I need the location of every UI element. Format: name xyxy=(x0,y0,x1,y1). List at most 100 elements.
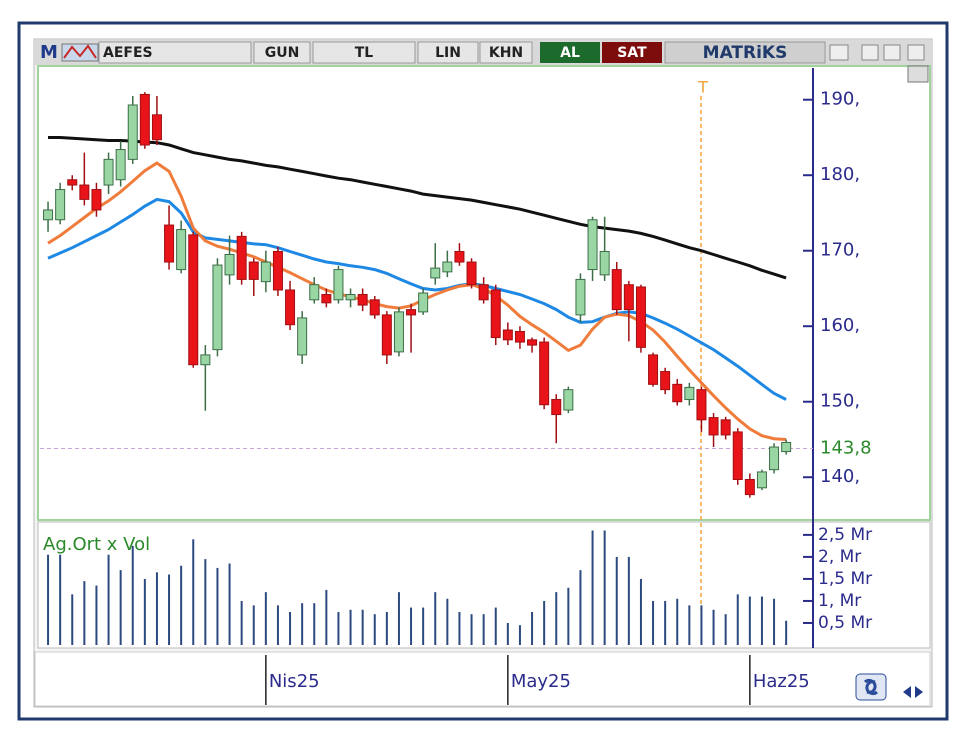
candle-body xyxy=(224,253,235,276)
volume-bar xyxy=(591,530,594,645)
candle-body xyxy=(345,294,356,301)
candle-body xyxy=(648,354,659,385)
candle-body xyxy=(454,250,465,263)
candle-body xyxy=(599,250,610,276)
volume-bar xyxy=(748,596,751,645)
volume-bar xyxy=(458,611,461,645)
volume-bar xyxy=(494,607,497,645)
candle-body xyxy=(744,478,755,496)
volume-tick-label: 2, Mr xyxy=(818,547,861,567)
refresh-button[interactable] xyxy=(855,673,887,701)
candle-body xyxy=(357,294,368,306)
mode: KHN xyxy=(489,45,523,61)
candle-body xyxy=(430,267,441,279)
candle-body xyxy=(164,224,175,263)
candle-body xyxy=(575,278,586,316)
candle-body xyxy=(635,286,646,348)
volume-bar xyxy=(736,594,739,645)
candle-body xyxy=(212,264,223,351)
volume-tick-label: 0,5 Mr xyxy=(818,613,872,633)
moving-average xyxy=(48,136,787,280)
sell-button[interactable] xyxy=(602,42,662,63)
volume-bar xyxy=(240,600,243,645)
candle-body xyxy=(200,354,211,366)
candle-body xyxy=(756,471,767,489)
scroll-arrows[interactable] xyxy=(903,686,923,698)
volume-bar xyxy=(228,563,231,645)
volume-label: Ag.Ort x Vol xyxy=(43,534,150,555)
volume-bar xyxy=(543,600,546,645)
candle-body xyxy=(309,284,320,301)
candle-body xyxy=(55,189,66,221)
candle-body xyxy=(732,431,743,480)
candle-body xyxy=(551,398,562,416)
volume-bar xyxy=(518,625,521,645)
candle-body xyxy=(127,104,138,160)
candle-body xyxy=(684,386,695,400)
x-tick-label: May25 xyxy=(511,671,571,692)
candle-body xyxy=(43,209,54,221)
candle-body xyxy=(115,149,126,181)
candle-body xyxy=(478,284,489,301)
currency-box[interactable] xyxy=(312,41,416,64)
volume-bar xyxy=(59,554,62,645)
candle-body xyxy=(563,389,574,411)
marker-label: T xyxy=(697,78,708,97)
volume-bar xyxy=(168,574,171,645)
candle-body xyxy=(260,261,271,283)
volume-bar xyxy=(688,605,691,645)
symbol: AEFES xyxy=(103,45,153,61)
candle-body xyxy=(623,284,634,311)
candle-body xyxy=(248,261,259,280)
volume-bar xyxy=(615,556,618,645)
candle-body xyxy=(781,441,792,453)
volume-bar xyxy=(506,622,509,645)
maximize-button[interactable] xyxy=(883,44,901,61)
volume-bar xyxy=(676,598,679,645)
icon-line xyxy=(63,44,97,59)
candle-body xyxy=(272,250,283,291)
volume-bar xyxy=(47,554,50,645)
buy-button[interactable] xyxy=(540,42,600,63)
volume-bar xyxy=(397,592,400,645)
candle-body xyxy=(103,158,114,186)
candle-body xyxy=(79,184,90,200)
candle-body xyxy=(139,93,150,146)
period-box[interactable] xyxy=(253,41,311,64)
moving-average xyxy=(47,161,787,441)
candle-body xyxy=(708,417,719,436)
volume-bar xyxy=(627,556,630,645)
volume-bar xyxy=(337,611,340,645)
currency: TL xyxy=(355,45,374,61)
candle-body xyxy=(418,292,429,313)
y-tick-label: 170, xyxy=(820,240,860,261)
volume-bar xyxy=(434,592,437,645)
scale-box[interactable] xyxy=(417,41,479,64)
minimize-button[interactable] xyxy=(861,44,879,61)
volume-bar xyxy=(470,614,473,645)
mode-box[interactable] xyxy=(479,41,533,64)
volume-bar xyxy=(700,605,703,645)
volume-bar xyxy=(216,567,219,645)
period: GUN xyxy=(265,45,300,61)
y-tick-label: 190, xyxy=(820,89,860,110)
moving-average xyxy=(47,197,787,401)
volume-bar xyxy=(83,581,86,645)
volume-bar xyxy=(579,570,582,645)
volume-bar xyxy=(555,592,558,645)
close-button[interactable] xyxy=(907,44,925,61)
volume-bar xyxy=(180,565,183,645)
menu-button[interactable] xyxy=(829,44,849,61)
volume-bar xyxy=(192,539,195,645)
volume-bar xyxy=(760,596,763,645)
volume-bar xyxy=(385,611,388,645)
volume-bar xyxy=(131,545,134,645)
panel-button[interactable] xyxy=(907,65,929,83)
x-tick-label: Haz25 xyxy=(753,671,810,692)
symbol-box[interactable] xyxy=(98,41,252,64)
volume-bar xyxy=(95,585,98,645)
sell: SAT xyxy=(617,45,647,61)
candle-body xyxy=(176,229,187,271)
last-price-label: 143,8 xyxy=(820,438,872,459)
